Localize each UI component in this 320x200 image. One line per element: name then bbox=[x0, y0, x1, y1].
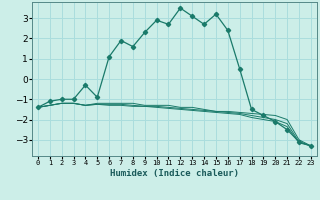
X-axis label: Humidex (Indice chaleur): Humidex (Indice chaleur) bbox=[110, 169, 239, 178]
